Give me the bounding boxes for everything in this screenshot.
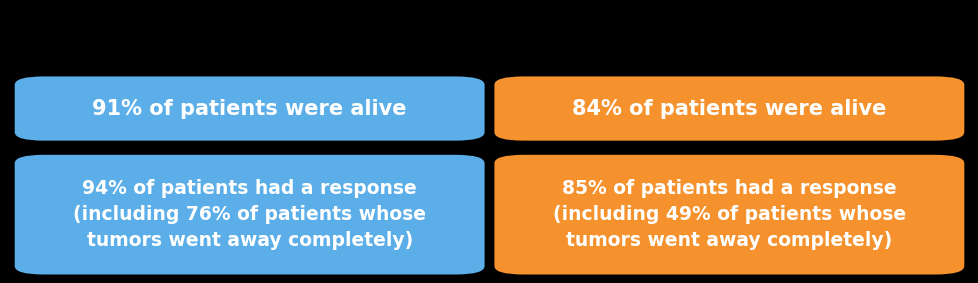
Text: 91% of patients were alive: 91% of patients were alive [92,98,407,119]
Text: 94% of patients had a response
(including 76% of patients whose
tumors went away: 94% of patients had a response (includin… [73,179,425,250]
FancyBboxPatch shape [15,76,484,141]
FancyBboxPatch shape [494,155,963,275]
FancyBboxPatch shape [15,155,484,275]
FancyBboxPatch shape [494,76,963,141]
Text: 84% of patients were alive: 84% of patients were alive [571,98,886,119]
Text: 85% of patients had a response
(including 49% of patients whose
tumors went away: 85% of patients had a response (includin… [553,179,905,250]
